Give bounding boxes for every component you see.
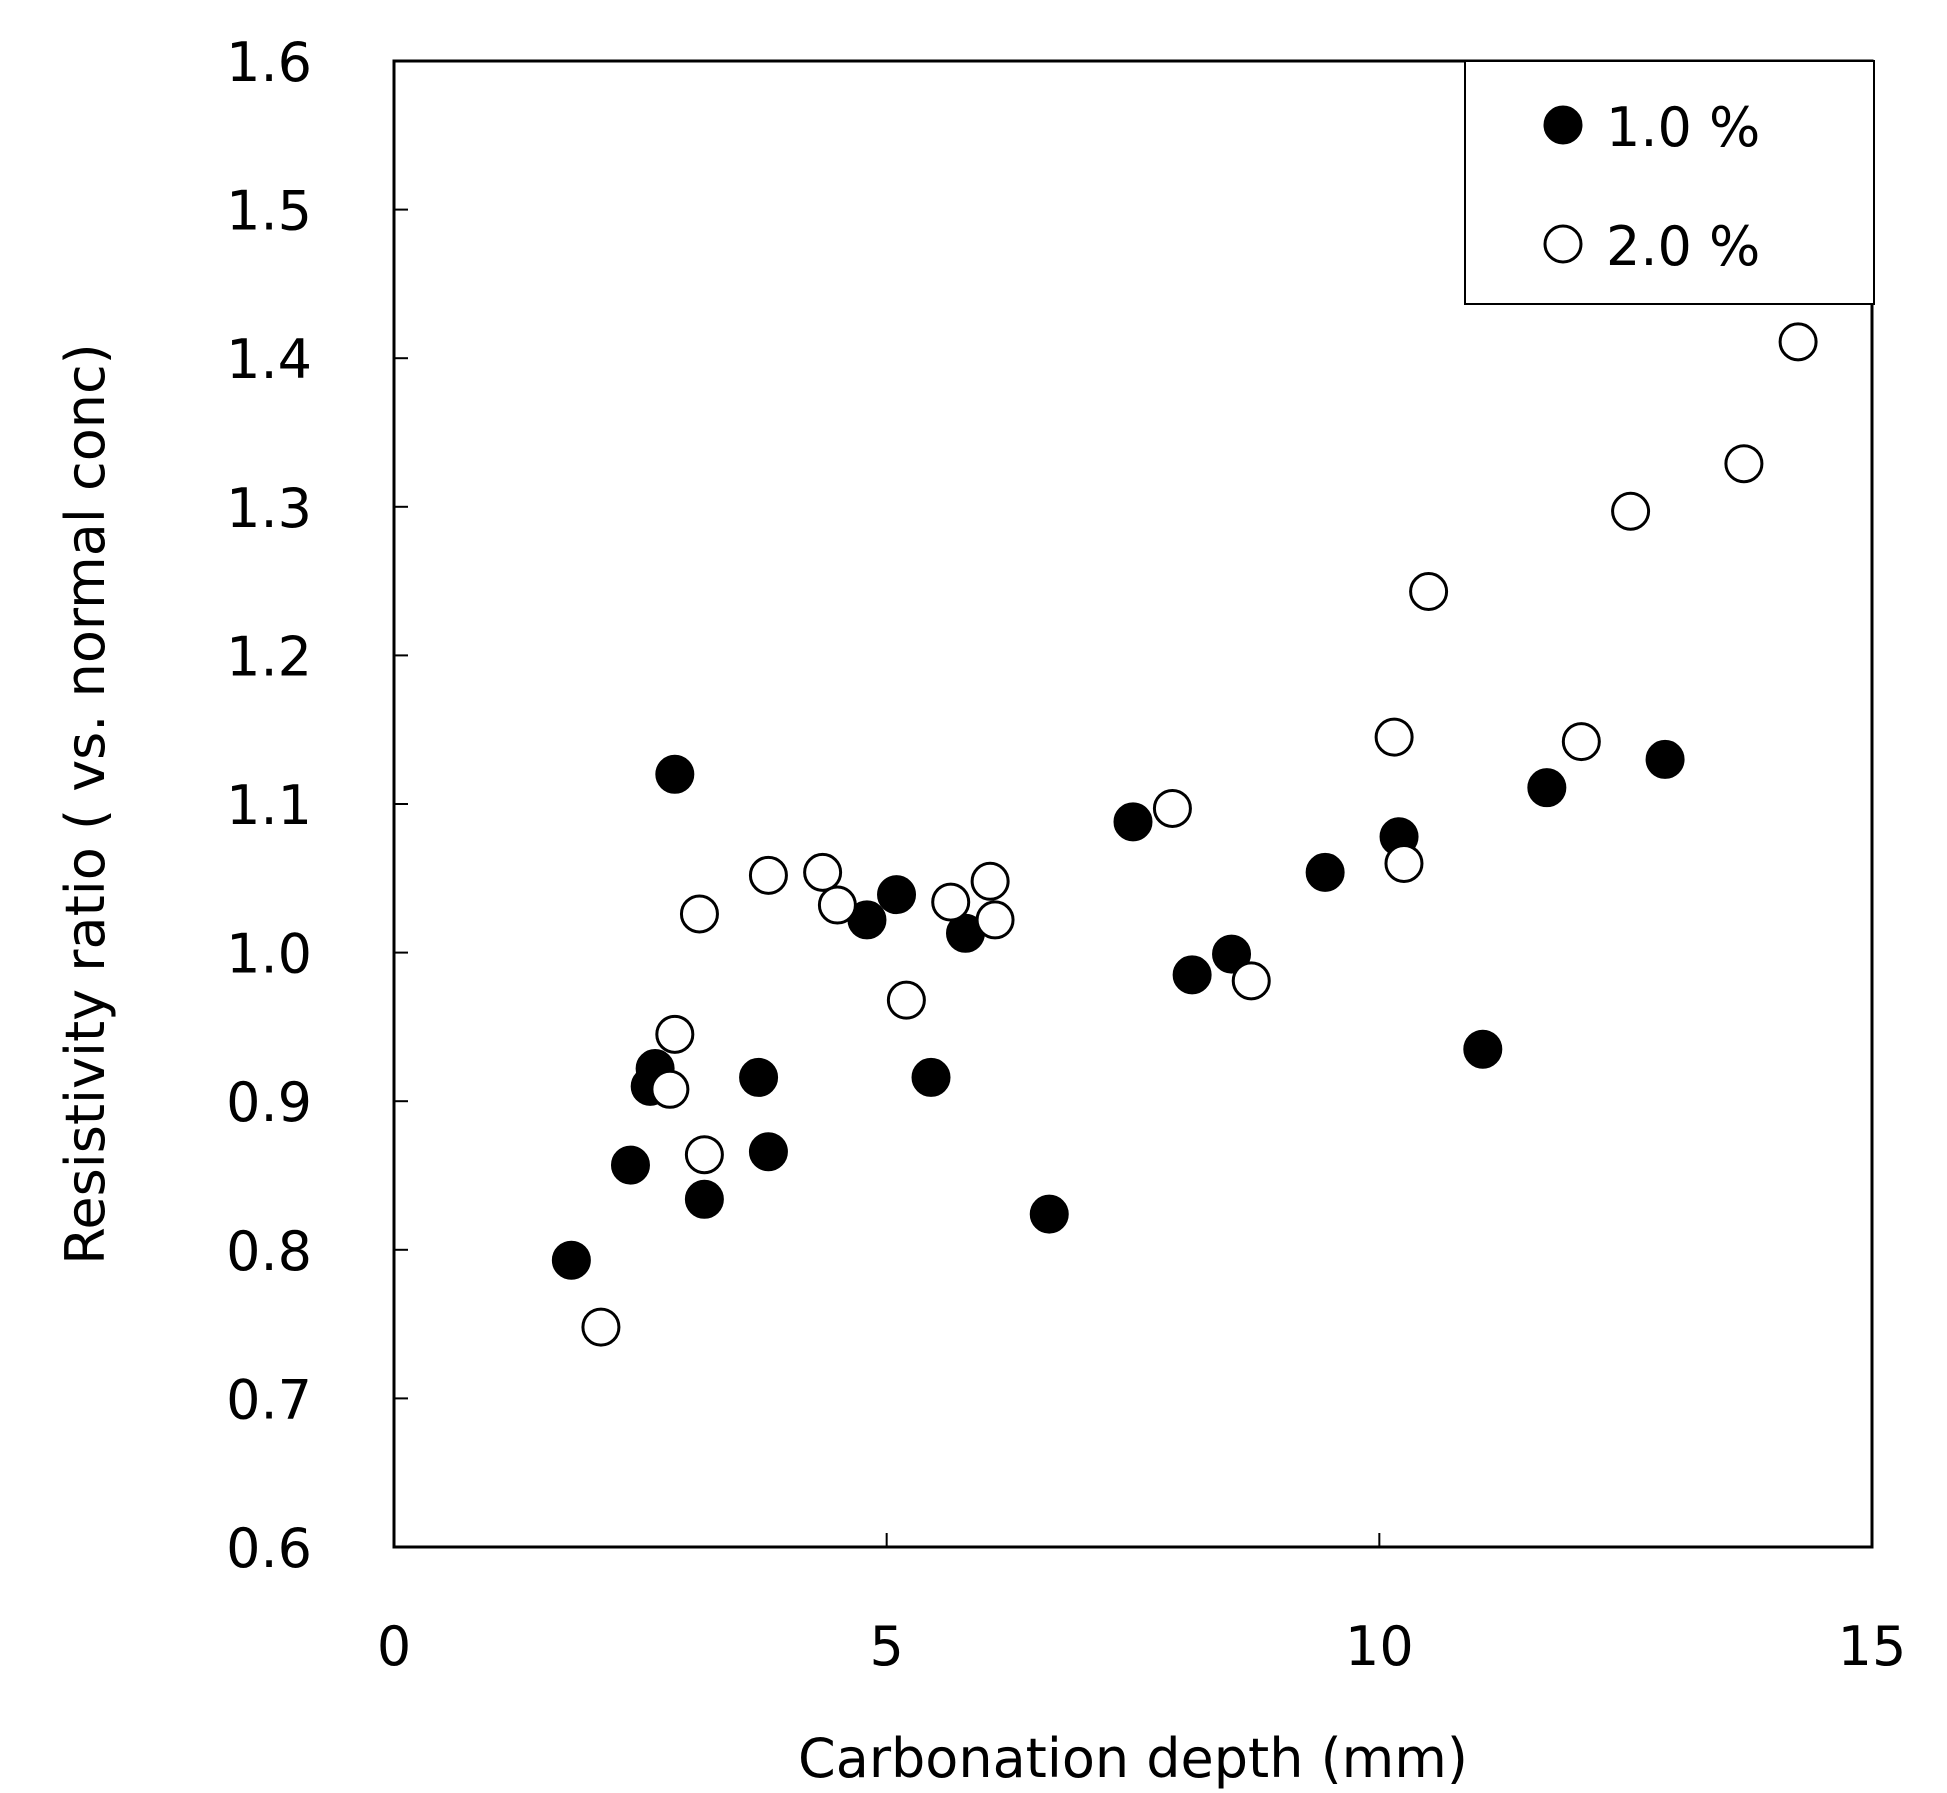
- data-point-open: [581, 1307, 621, 1347]
- y-tick-label: 0.7: [226, 1368, 312, 1431]
- data-point-open: [679, 894, 719, 934]
- data-point-open: [684, 1135, 724, 1175]
- data-point-open: [1561, 722, 1601, 762]
- data-point-open: [886, 980, 926, 1020]
- data-point-filled: [748, 1132, 788, 1172]
- data-point-filled: [1029, 1194, 1069, 1234]
- legend-marker-filled: [1543, 105, 1583, 145]
- data-point-open: [1778, 322, 1818, 362]
- data-point-filled: [1527, 768, 1567, 808]
- data-points: [551, 322, 1818, 1347]
- data-point-open: [1152, 788, 1192, 828]
- legend-marker-open: [1543, 224, 1583, 264]
- y-axis: 0.6 0.7 0.8 0.9 1.0 1.1 1.2 1.3 1.4 1.5 1.6: [226, 31, 408, 1580]
- y-tick-label: 1.0: [226, 923, 312, 986]
- data-point-filled: [911, 1057, 951, 1097]
- y-tick-label: 1.5: [226, 180, 312, 243]
- y-tick-label: 1.2: [226, 625, 312, 688]
- y-axis-title: Resistivity ratio ( vs. normal conc): [54, 343, 117, 1264]
- data-point-filled: [1172, 955, 1212, 995]
- data-point-open: [650, 1069, 690, 1109]
- plot-area-frame: [392, 59, 1874, 1549]
- y-tick-label: 1.6: [226, 31, 312, 94]
- data-point-open: [1384, 843, 1424, 883]
- data-point-filled: [1645, 739, 1685, 779]
- data-point-filled: [1212, 934, 1252, 974]
- data-point-open: [803, 852, 843, 892]
- data-point-filled: [1463, 1029, 1503, 1069]
- x-axis: 0 5 10 15: [377, 1533, 1907, 1678]
- x-tick-label: 5: [869, 1615, 903, 1678]
- data-point-filled: [877, 875, 917, 915]
- data-point-open: [1374, 717, 1414, 757]
- data-point-open: [1724, 444, 1764, 484]
- x-tick-label: 15: [1838, 1615, 1907, 1678]
- data-point-filled: [739, 1057, 779, 1097]
- data-point-filled: [655, 754, 695, 794]
- y-tick-label: 0.6: [226, 1517, 312, 1580]
- data-point-open: [970, 861, 1010, 901]
- legend-box: [1464, 60, 1875, 305]
- y-tick-label: 1.4: [226, 328, 312, 391]
- data-point-open: [817, 885, 857, 925]
- data-point-filled: [684, 1179, 724, 1219]
- x-tick-label: 0: [377, 1615, 411, 1678]
- y-tick-label: 0.9: [226, 1071, 312, 1134]
- legend-label-series-2: 2.0 %: [1606, 215, 1760, 278]
- y-tick-label: 1.3: [226, 477, 312, 540]
- data-point-open: [931, 882, 971, 922]
- data-point-filled: [610, 1145, 650, 1185]
- data-point-open: [655, 1014, 695, 1054]
- data-point-filled: [1113, 802, 1153, 842]
- data-point-open: [1611, 491, 1651, 531]
- legend: 1.0 % 2.0 %: [1464, 60, 1875, 305]
- x-axis-title: Carbonation depth (mm): [798, 1727, 1468, 1790]
- data-point-open: [975, 900, 1015, 940]
- data-point-filled: [1305, 852, 1345, 892]
- data-point-open: [1409, 572, 1449, 612]
- data-point-open: [748, 855, 788, 895]
- y-tick-label: 1.1: [226, 774, 312, 837]
- x-tick-label: 10: [1345, 1615, 1414, 1678]
- data-point-filled: [551, 1240, 591, 1280]
- y-tick-label: 0.8: [226, 1220, 312, 1283]
- legend-label-series-1: 1.0 %: [1606, 96, 1760, 159]
- data-point-open: [1231, 961, 1271, 1001]
